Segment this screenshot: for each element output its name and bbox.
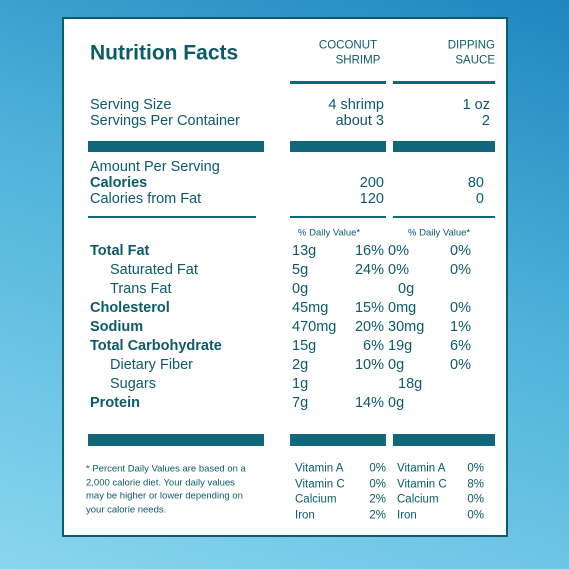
rule [88, 216, 256, 218]
label-text: Vitamin A [295, 462, 344, 475]
label-text: 470mg [292, 318, 337, 335]
label-text: % Daily Value* [408, 227, 471, 239]
label-text: Calories [90, 174, 148, 191]
label-text: Protein [90, 394, 140, 411]
label-text: 19g [388, 337, 413, 354]
column-header: SAUCE [455, 54, 495, 67]
label-text: 0% [369, 477, 386, 490]
label-text: Calcium [295, 493, 337, 506]
label-text: Amount Per Serving [90, 158, 220, 175]
label-text: 2g [292, 356, 309, 373]
label-text: about 3 [335, 112, 384, 129]
label-text: 0% [450, 261, 471, 278]
label-text: 0% [450, 299, 471, 316]
rule [393, 434, 495, 446]
label-text: 10% [354, 356, 384, 373]
label-text: Iron [397, 508, 417, 521]
label-panel [62, 17, 508, 537]
label-text: 6% [450, 337, 471, 354]
footnote: * Percent Daily Values are based on a [86, 463, 246, 475]
label-text: 16% [354, 242, 384, 259]
label-text: 0% [369, 462, 386, 475]
label-text: 0% [450, 242, 471, 259]
rule [290, 141, 386, 152]
label-text: Trans Fat [110, 280, 172, 297]
label-text: 0g [388, 356, 405, 373]
rule [393, 216, 495, 218]
label-text: 0% [467, 493, 484, 506]
label-text: 15g [292, 337, 317, 354]
label-text: 24% [354, 261, 384, 278]
column-header: COCONUT [318, 39, 378, 52]
label-text: 5g [292, 261, 309, 278]
label-text: Saturated Fat [110, 261, 198, 278]
footnote: may be higher or lower depending on [86, 490, 243, 502]
label-text: Servings Per Container [90, 112, 240, 129]
rule [88, 141, 264, 152]
rule [290, 434, 386, 446]
label-text: 0% [450, 356, 471, 373]
label-text: 120 [359, 190, 384, 207]
column-header: SHRIMP [335, 54, 381, 67]
label-text: 13g [292, 242, 317, 259]
label-text: 2% [369, 508, 386, 521]
column-header: DIPPING [447, 39, 495, 52]
label-text: 7g [292, 394, 309, 411]
label-text: 30mg [388, 318, 425, 335]
label-text: 1g [292, 375, 309, 392]
label-text: 80 [467, 174, 484, 191]
label-text: 0 [475, 190, 484, 207]
label-text: Dietary Fiber [110, 356, 193, 373]
label-text: 1% [450, 318, 471, 335]
label-text: 2 [481, 112, 490, 129]
label-text: 0% [388, 261, 409, 278]
label-text: 18g [398, 375, 423, 392]
label-text: 4 shrimp [328, 96, 384, 113]
label-text: 14% [354, 394, 384, 411]
label-text: Iron [295, 508, 315, 521]
label-text: Serving Size [90, 96, 172, 113]
rule [290, 216, 386, 218]
label-text: Vitamin C [397, 477, 447, 490]
label-text: 15% [354, 299, 384, 316]
label-text: Total Carbohydrate [90, 337, 222, 354]
label-text: % Daily Value* [298, 227, 361, 239]
label-text: Cholesterol [90, 299, 170, 316]
label-text: 200 [359, 174, 384, 191]
label-text: Sodium [90, 318, 144, 335]
footnote: your calorie needs. [86, 503, 167, 515]
label-text: 0g [388, 394, 405, 411]
label-text: 2% [369, 493, 386, 506]
label-text: 1 oz [462, 96, 490, 113]
label-text: Calories from Fat [90, 190, 202, 207]
label-text: 0% [467, 462, 484, 475]
label-text: Vitamin C [295, 477, 345, 490]
label-text: 0mg [388, 299, 417, 316]
label-text: Vitamin A [397, 462, 446, 475]
label-text: 45mg [292, 299, 329, 316]
label-text: 20% [354, 318, 384, 335]
title: Nutrition Facts [90, 41, 239, 65]
label-text: Sugars [110, 375, 156, 392]
label-text: Total Fat [90, 242, 150, 259]
footnote: 2,000 calorie diet. Your daily values [86, 476, 235, 488]
label-text: 8% [467, 477, 484, 490]
rule [393, 81, 495, 84]
label-text: 0% [388, 242, 409, 259]
rule [290, 81, 386, 84]
label-text: 6% [363, 337, 384, 354]
label-text: Calcium [397, 493, 439, 506]
label-text: 0g [292, 280, 309, 297]
rule [88, 434, 264, 446]
rule [393, 141, 495, 152]
label-text: 0g [398, 280, 415, 297]
label-text: 0% [467, 508, 484, 521]
